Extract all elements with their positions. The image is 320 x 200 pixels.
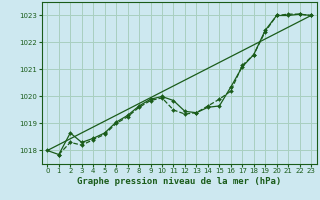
X-axis label: Graphe pression niveau de la mer (hPa): Graphe pression niveau de la mer (hPa)	[77, 177, 281, 186]
